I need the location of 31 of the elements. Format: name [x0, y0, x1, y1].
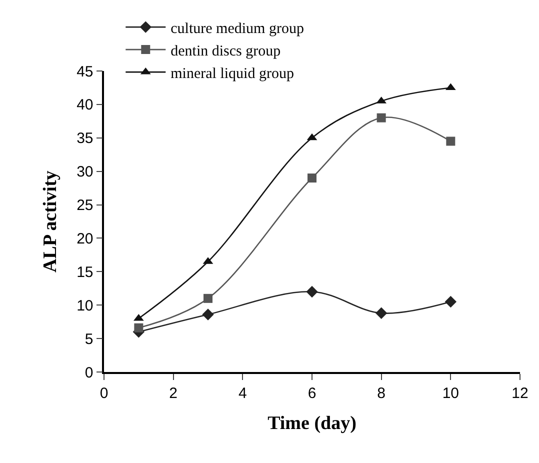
y-axis-title: ALP activity [40, 170, 61, 272]
legend-label: culture medium group [170, 20, 304, 37]
point [376, 113, 386, 122]
point [134, 323, 144, 332]
x-tick-label: 2 [169, 384, 178, 402]
y-tick-label: 20 [76, 230, 94, 248]
x-tick-label: 0 [100, 384, 108, 402]
y-tick-label: 5 [84, 330, 94, 348]
y-tick-label: 0 [84, 364, 94, 382]
x-tick-label: 10 [442, 384, 460, 402]
point [306, 286, 318, 298]
x-tick-label: 12 [512, 384, 528, 402]
x-tick-label: 6 [308, 384, 316, 402]
y-tick-label: 10 [76, 297, 94, 314]
point [446, 136, 456, 146]
point [204, 294, 212, 303]
y-tick-label: 40 [76, 96, 94, 114]
y-tick-label: 25 [76, 197, 94, 214]
y-tick-label: 15 [76, 264, 94, 281]
y-tick-label: 45 [76, 63, 94, 80]
y-tick-label: 35 [76, 130, 94, 148]
point [444, 296, 457, 308]
x-axis-title: Time (day) [268, 413, 356, 434]
legend-label: mineral liquid group [170, 66, 294, 82]
legend-label: dentin discs group [170, 43, 281, 60]
x-tick-label: 8 [377, 384, 386, 402]
y-tick-label: 30 [76, 164, 94, 181]
point [308, 174, 316, 183]
point [202, 308, 214, 320]
x-tick-label: 4 [238, 384, 247, 402]
point [375, 307, 388, 319]
